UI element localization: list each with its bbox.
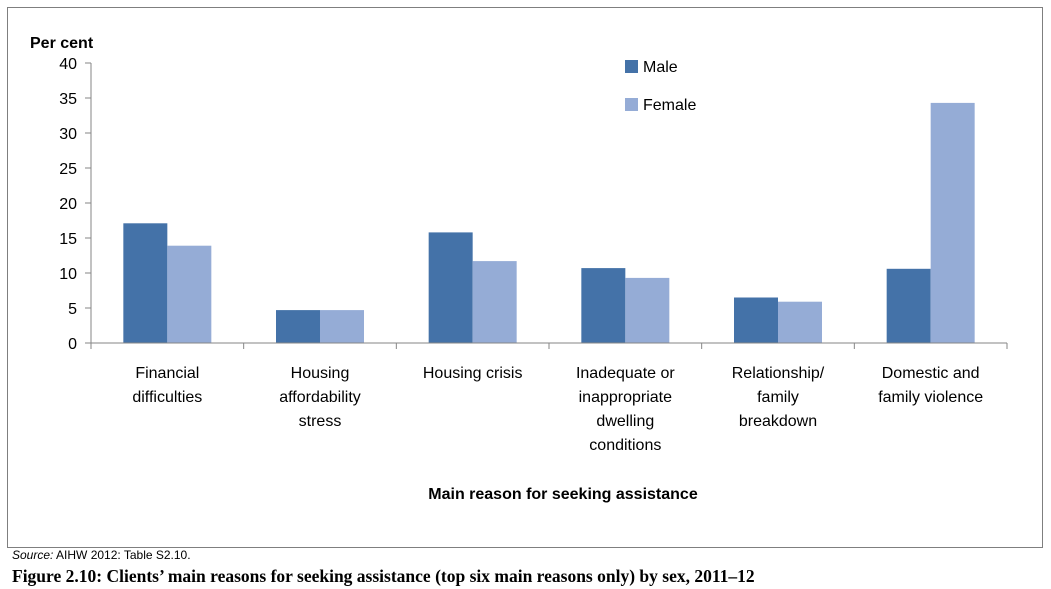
chart-frame [7, 7, 1043, 548]
plot-area: 0 5 10 15 20 25 30 35 40 Financial difficulties Hou… [59, 56, 1008, 454]
x-tick-label: Relationship/family breakdown [732, 365, 825, 430]
x-tick-label: Housing affordability stress [279, 365, 361, 430]
bar-female [167, 245, 212, 343]
legend-label-male: Male [643, 59, 678, 76]
y-tick-label: 40 [59, 56, 77, 73]
x-tick-label: Domestic and family violence [878, 365, 983, 406]
x-tick-label: Financial difficulties [132, 365, 202, 406]
figure-caption: Figure 2.10: Clients’ main reasons for s… [12, 566, 755, 586]
bar-male [276, 310, 320, 343]
legend-label-female: Female [643, 97, 696, 114]
bar-female [320, 310, 364, 343]
bar-male [734, 297, 778, 343]
y-tick-label: 5 [68, 301, 77, 318]
y-tick-label: 0 [68, 336, 77, 353]
source-text: AIHW 2012: Table S2.10. [53, 548, 191, 562]
legend-swatch-male [625, 60, 638, 73]
legend: Male Female [625, 59, 696, 114]
legend-swatch-female [625, 98, 638, 111]
bar-male [123, 223, 168, 343]
bar-female [930, 102, 975, 344]
bar-female [625, 277, 670, 343]
y-tick-label: 25 [59, 161, 77, 178]
bar-male [581, 268, 626, 343]
bar-male [428, 232, 473, 343]
y-tick-label: 20 [59, 196, 77, 213]
y-tick-label: 35 [59, 91, 77, 108]
source-note: Source: AIHW 2012: Table S2.10. [12, 548, 191, 562]
y-tick-label: 30 [59, 126, 77, 143]
y-tick-label: 15 [59, 231, 77, 248]
source-label: Source: [12, 548, 54, 562]
x-tick-label: Housing crisis [423, 365, 523, 382]
x-axis-label: Main reason for seeking assistance [428, 486, 698, 503]
x-tick-label: Inadequate or inappropriate dwelling condit… [576, 365, 675, 454]
bar-female [472, 261, 517, 343]
y-axis-label: Per cent [30, 35, 94, 52]
bar-female [778, 301, 822, 343]
bar-male [886, 268, 931, 343]
y-tick-label: 10 [59, 266, 77, 283]
bar-chart: Per cent Main reason for seeking assista… [30, 35, 1008, 503]
